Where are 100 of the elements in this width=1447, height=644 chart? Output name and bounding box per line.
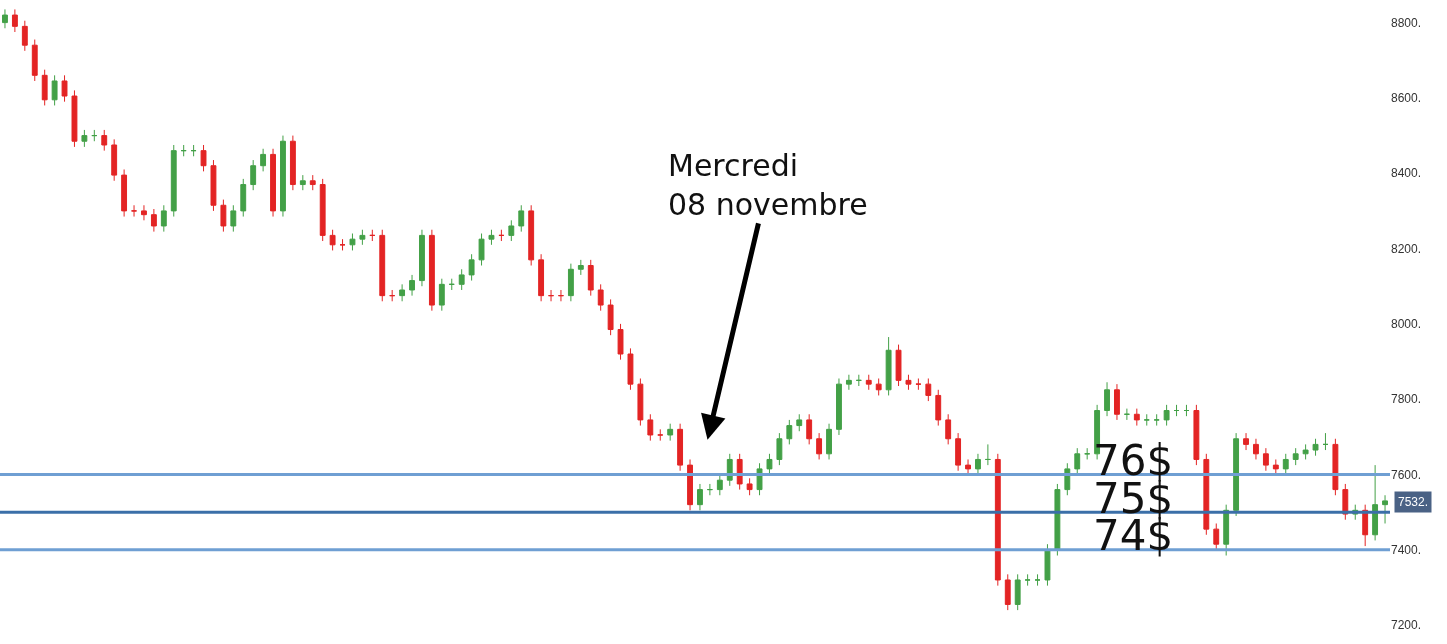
candlestick [230, 204, 237, 233]
candlestick [1004, 573, 1011, 611]
candlestick [885, 336, 892, 396]
candlestick [706, 483, 713, 496]
candlestick [1233, 432, 1240, 517]
candlestick [806, 413, 813, 445]
candlestick [190, 144, 197, 157]
candlestick [299, 174, 306, 191]
candlestick [419, 229, 425, 287]
candlestick [1302, 443, 1309, 460]
candlestick [1114, 383, 1120, 421]
candlestick [627, 347, 634, 391]
candlestick [409, 274, 415, 297]
candlestick [111, 138, 118, 182]
candlestick [41, 69, 48, 106]
candlestick [796, 413, 803, 432]
candlestick [657, 428, 664, 442]
y-tick-label: 7400. [1391, 543, 1422, 558]
candlestick [289, 135, 296, 191]
y-tick-label: 8600. [1391, 91, 1422, 106]
candlestick [716, 474, 723, 496]
candlestick [399, 283, 406, 302]
candlestick [309, 174, 316, 191]
candlestick [81, 129, 88, 148]
candlestick [180, 144, 187, 157]
candlestick [677, 423, 684, 472]
candlestick [994, 453, 1001, 587]
annotation: Mercredi 08 novembre [668, 148, 868, 222]
candlestick [141, 204, 147, 221]
candlestick [1123, 408, 1130, 421]
candlestick [1322, 432, 1329, 451]
candlestick [975, 453, 981, 476]
candlestick [458, 268, 465, 291]
candlestick [1014, 573, 1021, 611]
candlestick [855, 374, 862, 387]
candlestick [359, 229, 366, 246]
candlestick [150, 208, 157, 233]
candlestick [1024, 573, 1031, 587]
candlestick [587, 259, 594, 297]
candlestick [647, 413, 654, 442]
candlestick [31, 39, 38, 82]
y-tick-label: 8000. [1391, 317, 1422, 332]
candlestick [478, 233, 485, 267]
candlestick [11, 8, 18, 33]
candlestick [955, 432, 962, 472]
candlestick [101, 129, 108, 152]
candlestick [379, 229, 386, 302]
candlestick [389, 289, 396, 302]
candlestick [1143, 413, 1150, 427]
candlestick [468, 253, 475, 282]
y-tick-label: 8200. [1391, 241, 1422, 256]
candlestick [667, 423, 674, 442]
candlestick [1292, 447, 1299, 466]
candlestick [925, 377, 932, 402]
candlestick [329, 229, 336, 251]
candlestick [498, 229, 505, 242]
candlestick [1223, 504, 1230, 556]
candlestick [1193, 404, 1200, 466]
candlestick [1243, 432, 1249, 451]
candlestick [875, 377, 882, 396]
candlestick [71, 89, 78, 148]
candlestick [915, 377, 922, 391]
candlestick [766, 453, 773, 476]
candlestick [319, 178, 326, 242]
candlestick [91, 129, 98, 142]
candlestick [1332, 438, 1339, 496]
candlestick [21, 20, 28, 52]
candlestick [617, 323, 624, 361]
candlestick [1253, 438, 1259, 460]
candlestick [577, 259, 584, 276]
candlestick [1074, 447, 1081, 476]
candlestick [836, 377, 842, 436]
candlestick [786, 419, 793, 445]
candlestick [61, 74, 68, 103]
candlestick [349, 233, 356, 251]
candlestick [2, 8, 8, 29]
candlestick [170, 144, 177, 218]
candlestick [1382, 494, 1388, 524]
candlestick [1173, 404, 1180, 417]
candlestick [558, 289, 564, 302]
candlestick [1133, 408, 1140, 427]
candlestick [984, 443, 991, 466]
candlestick [637, 377, 644, 427]
candlestick [508, 219, 515, 242]
candlestick [865, 374, 872, 391]
candlestick [816, 432, 823, 460]
candlestick [200, 144, 207, 172]
candlestick [220, 199, 227, 233]
candlestick [1153, 413, 1160, 427]
y-tick-label: 7600. [1391, 467, 1422, 482]
candlestick [1282, 453, 1289, 476]
candlestick [607, 298, 614, 336]
candlestick [895, 344, 902, 387]
y-tick-label: 7200. [1391, 618, 1422, 633]
candlestick [448, 278, 455, 291]
candlestick [945, 413, 952, 445]
candlestick [1262, 447, 1269, 472]
candlestick [597, 283, 604, 312]
candlestick [121, 168, 128, 218]
candlestick [528, 204, 535, 267]
